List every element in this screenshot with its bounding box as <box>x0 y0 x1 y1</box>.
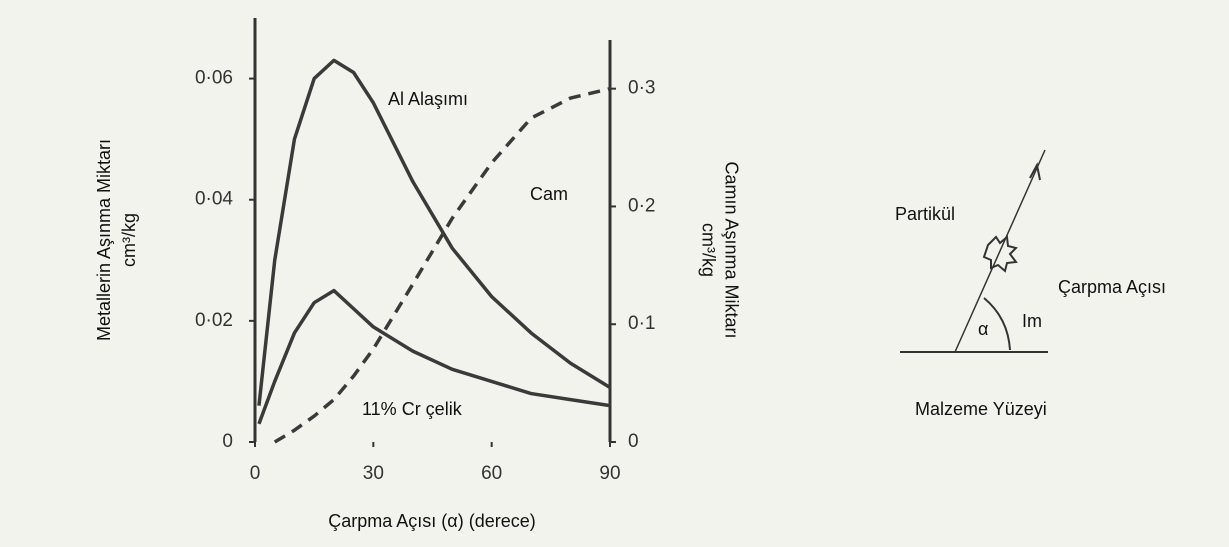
y2-tick-label: 0·1 <box>628 313 655 334</box>
x-axis-label: Çarpma Açısı (α) (derece) <box>328 511 535 531</box>
particle <box>984 237 1016 271</box>
particle-label: Partikül <box>895 204 955 224</box>
x-tick-label: 60 <box>481 463 502 484</box>
y2-axis-unit: cm³/kg <box>698 223 718 277</box>
y-tick-label: 0·06 <box>195 68 233 89</box>
series-label: Al Alaşımı <box>388 89 468 109</box>
y-tick-label: 0·02 <box>195 310 233 331</box>
y-axis-label: Metallerin Aşınma Miktarı <box>94 139 114 341</box>
x-tick-label: 0 <box>250 463 261 484</box>
x-tick-label: 90 <box>599 463 620 484</box>
y-axis-unit: cm³/kg <box>119 213 139 267</box>
surface-label: Malzeme Yüzeyi <box>915 399 1047 419</box>
im-label: Im <box>1022 311 1042 331</box>
series-label: 11% Cr çelik <box>362 399 463 419</box>
series-line <box>275 89 610 442</box>
x-tick-label: 30 <box>363 463 384 484</box>
chart: Çarpma Açısı (α) (derece) Metallerin Aşı… <box>0 0 1229 547</box>
y-tick-label: 0 <box>222 431 233 452</box>
y2-tick-label: 0·2 <box>628 195 655 216</box>
alpha-label: α <box>978 319 988 339</box>
angle-label: Çarpma Açısı <box>1058 277 1166 297</box>
y2-tick-label: 0 <box>628 431 639 452</box>
series-line <box>259 60 610 405</box>
y2-axis-label: Camın Aşınma Miktarı <box>721 161 741 338</box>
y-tick-label: 0·04 <box>195 189 233 210</box>
page: Çarpma Açısı (α) (derece) Metallerin Aşı… <box>0 0 1229 547</box>
series-label: Cam <box>530 184 568 204</box>
y2-tick-label: 0·3 <box>628 78 655 99</box>
